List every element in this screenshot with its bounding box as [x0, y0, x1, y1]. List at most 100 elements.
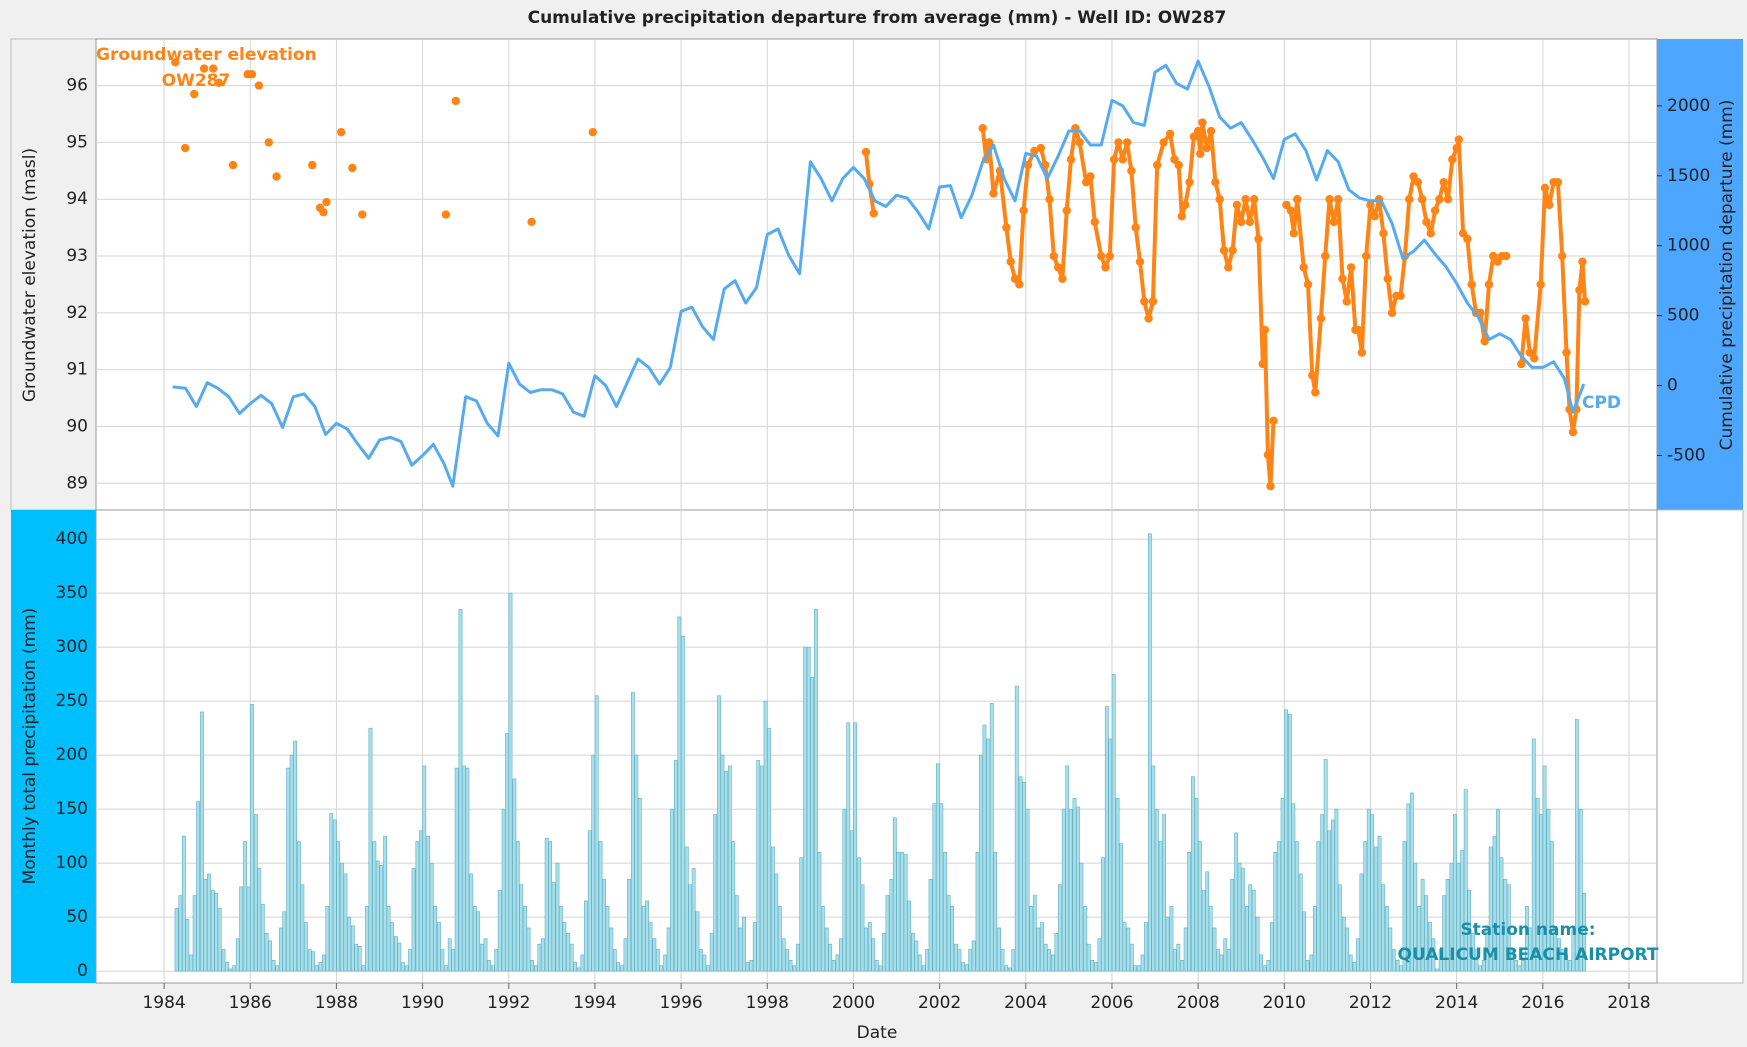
data-point	[1148, 297, 1158, 306]
data-point	[441, 210, 451, 219]
bar	[946, 895, 951, 972]
bar	[271, 960, 276, 972]
bar	[408, 949, 412, 972]
bar	[1402, 841, 1407, 972]
data-point	[1165, 129, 1175, 139]
bar	[742, 916, 746, 972]
bar	[1413, 862, 1418, 972]
x-tick-label: 2004	[1004, 993, 1047, 1013]
left-axis-panel-precip	[11, 510, 96, 983]
data-point	[861, 147, 871, 157]
x-tick-label: 1988	[315, 993, 358, 1013]
data-point	[1342, 297, 1351, 306]
bar	[1022, 781, 1026, 972]
data-point	[254, 81, 264, 90]
bar	[1061, 808, 1066, 972]
bar	[900, 852, 905, 972]
data-point	[1127, 166, 1136, 176]
y-tick-label: 90	[66, 416, 88, 436]
bar	[1424, 895, 1428, 972]
bar	[1517, 965, 1522, 972]
x-tick-label: 1990	[401, 993, 444, 1013]
bar	[555, 862, 560, 972]
data-point	[1536, 280, 1545, 289]
bar	[1384, 906, 1389, 972]
bar	[824, 927, 829, 972]
bar	[1014, 685, 1019, 972]
data-point	[1379, 229, 1388, 238]
bar	[1172, 949, 1177, 972]
bar	[551, 882, 556, 972]
bar	[386, 906, 391, 972]
bar	[336, 841, 341, 972]
bar	[354, 943, 359, 972]
bar	[1162, 814, 1166, 972]
bar	[1288, 713, 1292, 972]
data-point	[1177, 212, 1186, 221]
bar	[577, 967, 581, 972]
bar	[347, 916, 351, 972]
bar	[1312, 906, 1317, 972]
data-point	[1299, 263, 1308, 272]
bar	[429, 862, 434, 972]
bar	[1158, 841, 1163, 972]
bar	[968, 949, 973, 972]
bar	[867, 922, 872, 972]
bar	[1000, 949, 1005, 972]
y-tick-label: 96	[66, 76, 88, 96]
data-point	[1489, 251, 1498, 261]
data-point	[1144, 314, 1153, 323]
data-point	[1311, 388, 1320, 397]
bar	[400, 962, 405, 972]
data-point	[1086, 172, 1095, 181]
y-tick-label: 94	[66, 189, 88, 209]
bar	[1463, 789, 1468, 972]
bar	[925, 949, 930, 972]
bar	[781, 938, 786, 972]
bar	[878, 965, 883, 972]
data-point	[1578, 257, 1587, 266]
bar	[960, 962, 965, 972]
y-axis-label: Monthly total precipitation (mm)	[20, 608, 40, 885]
x-tick-label: 2018	[1607, 993, 1650, 1013]
bar	[846, 722, 851, 972]
bar	[440, 949, 445, 972]
bar	[914, 940, 919, 972]
data-point	[1258, 359, 1267, 369]
bar	[1531, 738, 1536, 972]
data-point	[322, 197, 331, 207]
bar	[469, 873, 474, 972]
bar	[795, 943, 800, 972]
bar	[206, 873, 211, 972]
bar	[1241, 868, 1245, 972]
y2-tick-label: 2000	[1667, 96, 1710, 116]
bar	[1194, 798, 1199, 972]
bar	[1104, 706, 1109, 972]
y2-tick-label: -500	[1667, 445, 1706, 465]
bar	[192, 895, 197, 972]
legend-label: OW287	[162, 71, 231, 91]
y-tick-label: 93	[66, 246, 88, 266]
y-tick-label: 150	[56, 799, 88, 819]
data-point	[1081, 177, 1091, 187]
data-point	[527, 217, 536, 227]
bar	[418, 830, 423, 972]
bar	[1431, 938, 1436, 972]
bar	[720, 754, 725, 972]
x-tick-label: 2000	[832, 993, 875, 1013]
data-point	[1463, 234, 1472, 244]
y-tick-label: 250	[56, 691, 88, 711]
bar	[1208, 906, 1213, 972]
data-point	[1062, 206, 1071, 215]
data-point	[1215, 195, 1224, 204]
bar	[480, 943, 484, 972]
bar	[602, 879, 606, 972]
bar	[612, 949, 617, 972]
data-point	[247, 70, 257, 79]
data-point	[1219, 246, 1229, 255]
bar	[943, 852, 948, 972]
bar	[1183, 927, 1188, 972]
data-point	[1467, 280, 1476, 289]
bar	[540, 938, 545, 972]
